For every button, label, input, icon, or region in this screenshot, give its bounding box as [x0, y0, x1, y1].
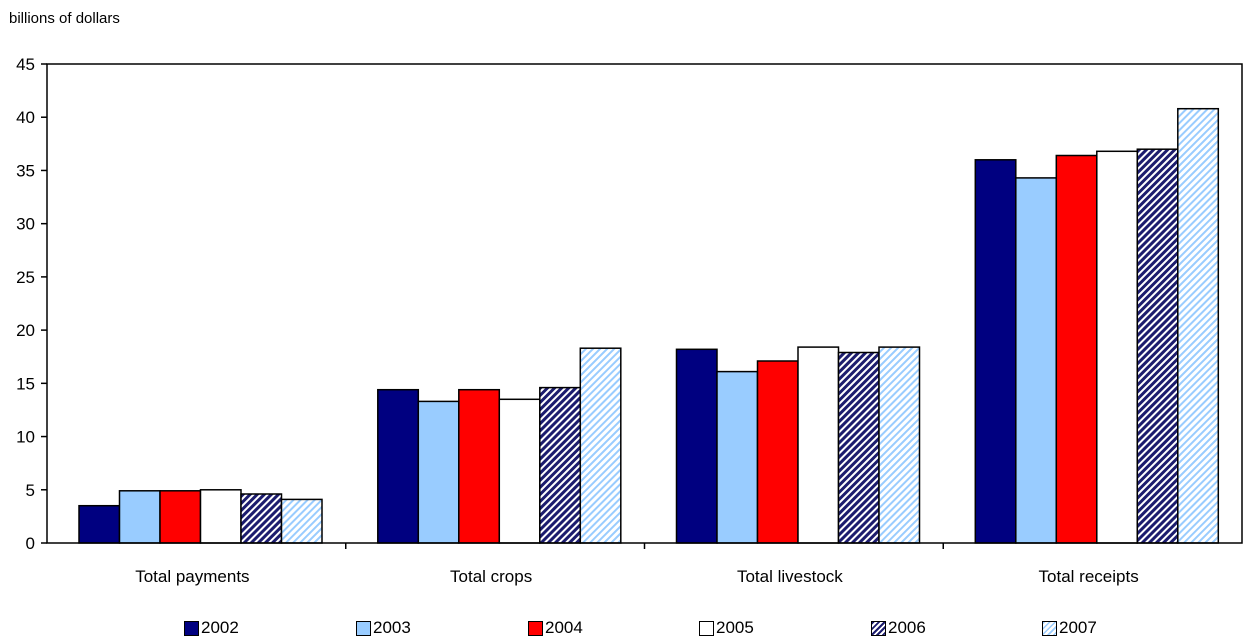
legend-swatch [356, 620, 371, 636]
y-tick-label: 35 [16, 161, 35, 180]
bar-2002-1 [377, 388, 420, 544]
y-tick-label: 25 [16, 268, 35, 287]
bar-2003-3 [1015, 177, 1058, 544]
legend-swatch [184, 620, 199, 636]
legend-item-2007: 2007 [1042, 618, 1097, 638]
bar-2007-3 [1177, 107, 1220, 544]
legend-swatch [871, 620, 886, 636]
x-tick-label: Total livestock [737, 567, 843, 586]
bar-2007-2 [878, 346, 921, 544]
legend-swatch [699, 620, 714, 636]
y-tick-label: 40 [16, 108, 35, 127]
legend-label: 2007 [1059, 618, 1097, 637]
legend-item-2005: 2005 [699, 618, 754, 638]
x-tick-label: Total receipts [1039, 567, 1139, 586]
legend-label: 2006 [888, 618, 926, 637]
bar-2002-3 [974, 159, 1017, 544]
legend-label: 2004 [545, 618, 583, 637]
y-tick-label: 0 [26, 534, 35, 553]
bar-2007-1 [579, 347, 622, 544]
legend-swatch [528, 620, 543, 636]
legend-item-2002: 2002 [184, 618, 239, 638]
bar-chart: 0 5 10 15 20 25 30 35 40 45 Total payments Total cr… [16, 55, 1243, 586]
bar-2005-0 [199, 489, 242, 544]
bar-2006-1 [539, 386, 582, 544]
bar-2006-3 [1136, 148, 1179, 544]
chart-legend: 2002 2003 2004 2005 2006 2007 [0, 618, 1256, 638]
bar-2006-0 [240, 493, 283, 544]
bar-2003-2 [716, 370, 759, 544]
bar-2003-1 [417, 400, 460, 544]
y-axis-unit-label: billions of dollars [9, 10, 120, 27]
legend-swatch [1042, 620, 1057, 636]
bar-2004-2 [756, 360, 799, 544]
x-tick-label: Total crops [450, 567, 532, 586]
bar-2004-0 [159, 490, 202, 544]
y-tick-label: 15 [16, 374, 35, 393]
y-tick-label: 20 [16, 321, 35, 340]
bar-2005-2 [797, 346, 840, 544]
legend-item-2004: 2004 [528, 618, 583, 638]
bar-2005-3 [1096, 150, 1139, 544]
legend-item-2006: 2006 [871, 618, 926, 638]
legend-label: 2002 [201, 618, 239, 637]
bar-2004-1 [458, 388, 501, 544]
bar-2005-1 [498, 398, 541, 544]
bar-2006-2 [837, 351, 880, 544]
bar-2003-0 [118, 490, 161, 544]
y-tick-label: 5 [26, 481, 35, 500]
bar-2004-3 [1055, 154, 1098, 544]
y-tick-label: 10 [16, 428, 35, 447]
legend-item-2003: 2003 [356, 618, 411, 638]
bar-2002-0 [78, 504, 121, 544]
y-tick-label: 45 [16, 55, 35, 74]
legend-label: 2003 [373, 618, 411, 637]
legend-label: 2005 [716, 618, 754, 637]
x-tick-label: Total payments [135, 567, 249, 586]
bar-2007-0 [280, 498, 323, 544]
y-tick-label: 30 [16, 215, 35, 234]
bar-2002-2 [675, 348, 718, 544]
